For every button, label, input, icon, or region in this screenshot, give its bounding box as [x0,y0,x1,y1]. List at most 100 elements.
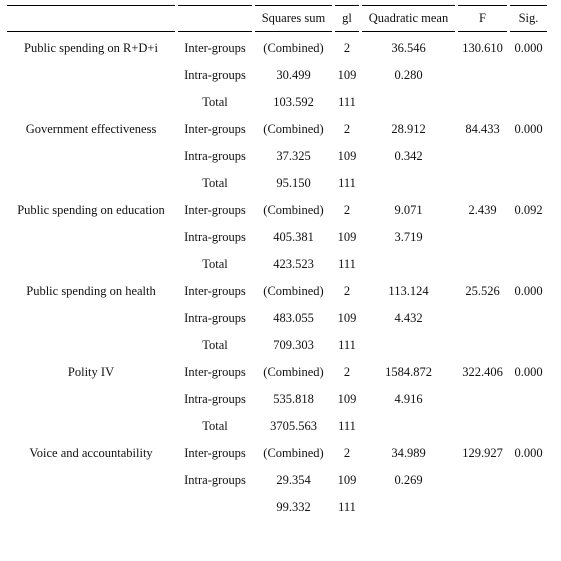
table-row: Total 709.303 111 [7,332,547,359]
quadratic-mean-cell: 1584.872 [385,365,432,379]
gl-cell: 2 [343,446,351,460]
table-row: Intra-groups 483.055 109 4.432 [7,305,547,332]
source-cell: Intra-groups [184,311,246,325]
header-gl: gl [335,5,359,32]
gl-cell: 2 [343,122,351,136]
source-cell [178,494,252,521]
quadratic-mean-cell [362,89,455,116]
header-squares-sum: Squares sum [255,5,332,32]
f-cell [458,62,507,89]
variable-cell: Public spending on education [17,203,165,217]
sig-cell [510,413,547,440]
table-header: Squares sum gl Quadratic mean F Sig. [7,5,547,32]
source-cell: Intra-groups [184,68,246,82]
variable-cell [7,224,175,251]
sig-cell [510,143,547,170]
f-cell: 130.610 [462,41,503,55]
table-row: Polity IV Inter-groups (Combined) 2 1584.872… [7,359,547,386]
f-cell [458,494,507,521]
f-cell: 129.927 [462,446,503,460]
gl-cell: 109 [337,392,357,406]
header-source [178,5,252,32]
table-row: Total 95.150 111 [7,170,547,197]
variable-cell [7,62,175,89]
squares-sum-cell: 483.055 [273,311,314,325]
variable-cell: Polity IV [67,365,115,379]
table-row: Voice and accountability Inter-groups (Com… [7,440,547,467]
sig-cell [510,251,547,278]
source-cell: Total [202,338,228,352]
quadratic-mean-cell: 28.912 [391,122,426,136]
gl-cell: 111 [338,95,356,109]
gl-cell: 109 [337,230,357,244]
sig-cell [510,89,547,116]
quadratic-mean-cell: 0.269 [394,473,423,487]
quadratic-mean-cell: 4.916 [394,392,423,406]
sig-cell [510,170,547,197]
variable-cell [7,386,175,413]
gl-cell: 111 [338,419,356,433]
f-cell [458,467,507,494]
table-row: Intra-groups 535.818 109 4.916 [7,386,547,413]
source-cell: Intra-groups [184,392,246,406]
sig-cell: 0.000 [514,446,543,460]
quadratic-mean-cell: 0.280 [394,68,423,82]
source-cell: Inter-groups [184,284,246,298]
gl-cell: 109 [337,311,357,325]
header-f: F [458,5,507,32]
quadratic-mean-cell: 9.071 [394,203,423,217]
header-row: Squares sum gl Quadratic mean F Sig. [7,5,547,32]
f-cell [458,143,507,170]
quadratic-mean-cell: 34.989 [391,446,426,460]
f-cell [458,170,507,197]
variable-cell [7,143,175,170]
gl-cell: 2 [343,284,351,298]
squares-sum-cell: (Combined) [263,284,324,298]
variable-cell [7,494,175,521]
sig-cell: 0.000 [514,284,543,298]
squares-sum-cell: 405.381 [273,230,314,244]
f-cell: 25.526 [465,284,500,298]
table-row: Government effectiveness Inter-groups (Com… [7,116,547,143]
squares-sum-cell: 95.150 [276,176,311,190]
source-cell: Total [202,176,228,190]
table-body: Public spending on R+D+i Inter-groups (Com… [7,32,547,521]
source-cell: Total [202,419,228,433]
source-cell: Intra-groups [184,149,246,163]
f-cell [458,386,507,413]
squares-sum-cell: (Combined) [263,203,324,217]
squares-sum-cell: 99.332 [276,500,311,514]
gl-cell: 2 [343,41,351,55]
variable-cell: Voice and accountability [29,446,153,460]
f-cell: 84.433 [465,122,500,136]
squares-sum-cell: 30.499 [276,68,311,82]
gl-cell: 109 [337,149,357,163]
table-row: Intra-groups 405.381 109 3.719 [7,224,547,251]
sig-cell: 0.000 [514,365,543,379]
sig-cell: 0.000 [514,41,543,55]
quadratic-mean-cell: 36.546 [391,41,426,55]
squares-sum-cell: (Combined) [263,446,324,460]
table-row: Total 3705.563 111 [7,413,547,440]
header-variable [7,5,175,32]
f-cell: 322.406 [462,365,503,379]
source-cell: Total [202,257,228,271]
source-cell: Inter-groups [184,41,246,55]
header-sig: Sig. [510,5,547,32]
variable-cell [7,251,175,278]
table-row: Public spending on education Inter-groups… [7,197,547,224]
quadratic-mean-cell [362,494,455,521]
table-row: Total 103.592 111 [7,89,547,116]
source-cell: Inter-groups [184,203,246,217]
quadratic-mean-cell: 4.432 [394,311,423,325]
quadratic-mean-cell: 3.719 [394,230,423,244]
squares-sum-cell: 709.303 [273,338,314,352]
table-row: 99.332 111 [7,494,547,521]
variable-cell [7,89,175,116]
gl-cell: 2 [343,365,351,379]
variable-cell [7,467,175,494]
sig-cell [510,62,547,89]
f-cell [458,251,507,278]
sig-cell [510,305,547,332]
gl-cell: 2 [343,203,351,217]
